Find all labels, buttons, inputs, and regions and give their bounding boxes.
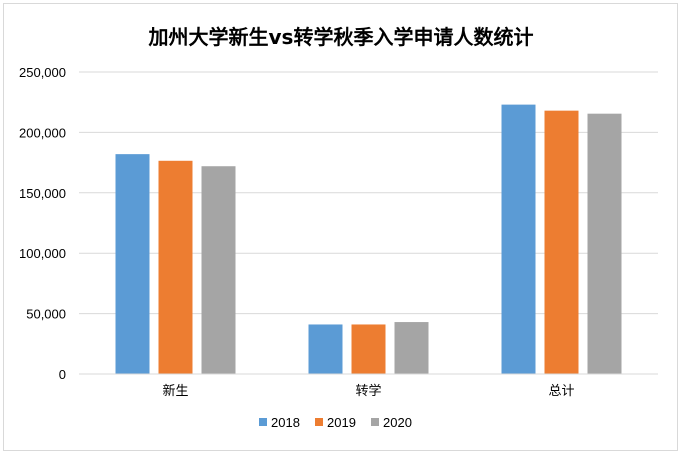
bar-2019-0 <box>158 160 193 374</box>
bar-2018-0 <box>115 154 150 374</box>
y-tick-label: 0 <box>59 367 66 382</box>
legend-swatch <box>259 418 267 426</box>
bar-2019-1 <box>351 324 386 374</box>
legend-label: 2020 <box>383 415 412 430</box>
bars <box>115 104 622 375</box>
legend: 2018 2019 2020 <box>259 415 412 430</box>
y-tick-label: 50,000 <box>26 307 66 322</box>
y-tick-label: 200,000 <box>19 125 66 140</box>
legend-label: 2019 <box>327 415 356 430</box>
bar-2018-1 <box>308 324 343 374</box>
y-tick-label: 150,000 <box>19 186 66 201</box>
bar-2020-2 <box>587 113 622 375</box>
x-tick-label: 新生 <box>162 383 188 399</box>
legend-label: 2018 <box>271 415 300 430</box>
bar-2018-2 <box>501 104 536 374</box>
x-axis-labels: 新生 转学 总计 <box>162 383 574 399</box>
y-tick-label: 100,000 <box>19 246 66 261</box>
bar-2020-1 <box>394 322 429 374</box>
y-tick-label: 250,000 <box>19 65 66 80</box>
bar-2019-2 <box>544 110 579 374</box>
y-axis-ticks: 0 50,000 100,000 150,000 200,000 250,000 <box>19 65 66 382</box>
legend-swatch <box>371 418 379 426</box>
x-tick-label: 转学 <box>355 383 381 399</box>
legend-swatch <box>315 418 323 426</box>
bar-2020-0 <box>201 166 236 374</box>
chart-title: 加州大学新生vs转学秋季入学申请人数统计 <box>148 25 534 49</box>
x-tick-label: 总计 <box>548 384 574 399</box>
